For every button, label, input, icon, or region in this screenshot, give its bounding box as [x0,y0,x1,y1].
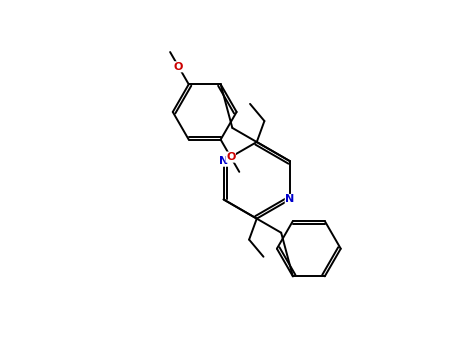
Text: O: O [174,62,183,72]
Text: N: N [285,195,294,204]
Text: N: N [219,156,228,166]
Text: O: O [226,152,235,162]
